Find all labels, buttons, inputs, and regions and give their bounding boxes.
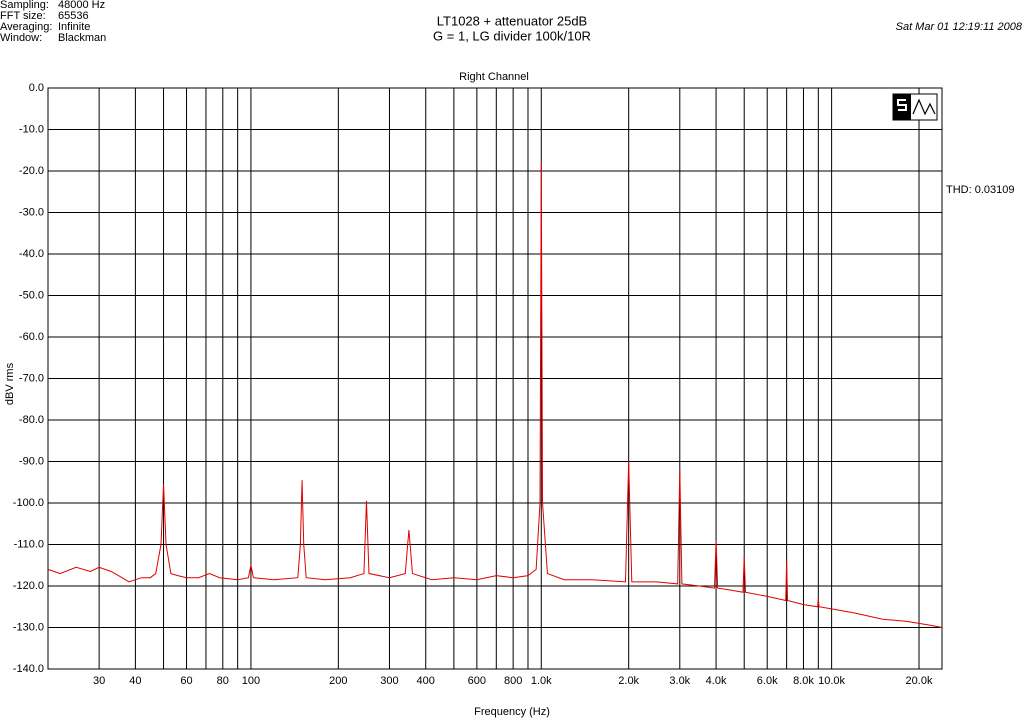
x-tick-label: 1.0k — [531, 675, 552, 687]
x-tick-label: 6.0k — [757, 675, 778, 687]
y-tick-label: -130.0 — [13, 621, 44, 633]
y-tick-label: -40.0 — [19, 248, 44, 260]
x-tick-label: 3.0k — [669, 675, 690, 687]
plot-area: 0.0 -10.0 -20.0 -30.0 -40.0 -50.0 -60.0 -70.0 -8… — [13, 82, 943, 687]
x-tick-label: 4.0k — [706, 675, 727, 687]
x-tick-label: 400 — [417, 675, 435, 687]
info-value: Infinite — [58, 21, 90, 33]
x-tick-label: 60 — [180, 675, 192, 687]
spectrum-line — [47, 162, 943, 628]
info-value: 65536 — [58, 10, 89, 22]
x-tick-label: 80 — [217, 675, 229, 687]
y-tick-label: -20.0 — [19, 165, 44, 177]
x-axis-label: Frequency (Hz) — [474, 706, 550, 718]
y-tick-label: -120.0 — [13, 580, 44, 592]
x-tick-label: 40 — [129, 675, 141, 687]
info-label: Averaging: — [0, 21, 52, 33]
x-tick-label: 30 — [93, 675, 105, 687]
x-tick-label: 200 — [329, 675, 347, 687]
y-tick-label: -80.0 — [19, 414, 44, 426]
x-tick-label: 300 — [380, 675, 398, 687]
y-tick-label: -70.0 — [19, 372, 44, 384]
y-tick-label: 0.0 — [29, 82, 44, 94]
logo — [892, 93, 938, 121]
chart-title: LT1028 + attenuator 25dB — [437, 13, 587, 28]
info-value: Blackman — [58, 32, 106, 44]
x-tick-label: 800 — [504, 675, 522, 687]
x-tick-label: 8.0k — [793, 675, 814, 687]
chart-subtitle: G = 1, LG divider 100k/10R — [433, 28, 591, 43]
y-tick-label: -50.0 — [19, 289, 44, 301]
x-tick-label: 600 — [468, 675, 486, 687]
y-tick-label: -10.0 — [19, 123, 44, 135]
y-tick-label: -30.0 — [19, 206, 44, 218]
x-tick-label: 10.0k — [818, 675, 845, 687]
y-tick-label: -90.0 — [19, 455, 44, 467]
y-tick-label: -140.0 — [13, 663, 44, 675]
thd: THD: 0.03109 — [946, 184, 1014, 196]
y-tick-label: -60.0 — [19, 331, 44, 343]
y-tick-label: -100.0 — [13, 497, 44, 509]
info-label: Window: — [0, 32, 42, 44]
x-tick-label: 100 — [242, 675, 260, 687]
timestamp: Sat Mar 01 12:19:11 2008 — [896, 21, 1023, 33]
info-label: FFT size: — [0, 10, 46, 22]
y-axis-label: dBV rms — [4, 362, 16, 405]
y-tick-label: -110.0 — [14, 538, 44, 550]
info-value: 48000 Hz — [58, 0, 105, 11]
info-label: Sampling: — [0, 0, 49, 11]
plot-title: Right Channel — [459, 71, 529, 83]
x-tick-label: 2.0k — [618, 675, 639, 687]
x-tick-label: 20.0k — [906, 675, 933, 687]
